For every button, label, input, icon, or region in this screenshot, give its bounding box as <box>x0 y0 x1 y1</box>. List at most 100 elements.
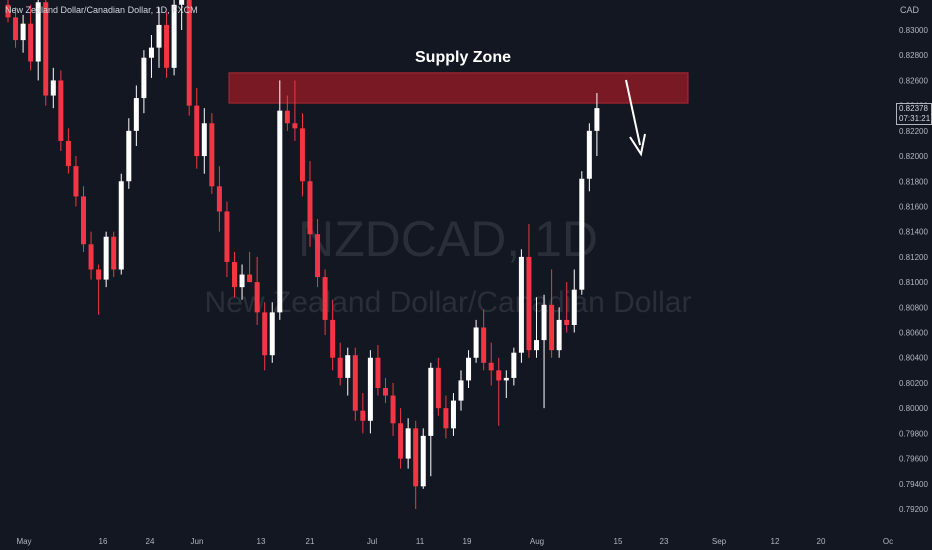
candle-body <box>488 362 494 371</box>
candle-body <box>345 355 351 378</box>
candle-body <box>186 0 192 106</box>
candle-body <box>413 428 419 487</box>
candle-body <box>179 0 185 5</box>
y-tick-label: 0.81200 <box>899 253 928 262</box>
candle-body <box>232 261 237 288</box>
candle-body <box>367 357 373 421</box>
y-tick-label: 0.80000 <box>899 404 928 413</box>
y-tick-label: 0.83000 <box>899 26 928 35</box>
candle-body <box>269 312 275 356</box>
candle-body <box>148 47 154 58</box>
y-tick-label: 0.82800 <box>899 51 928 60</box>
y-tick-label: 0.80400 <box>899 354 928 363</box>
candle-body <box>58 80 64 141</box>
candle-body <box>247 274 253 283</box>
candle-body <box>141 57 147 99</box>
bar-countdown: 07:31:21 <box>899 114 931 123</box>
candle-body <box>405 428 411 459</box>
arrow-head <box>629 133 646 157</box>
y-tick-label: 0.79600 <box>899 455 928 464</box>
candle-body <box>164 24 170 68</box>
candle-body <box>209 123 215 187</box>
candle-body <box>73 166 79 197</box>
candle-body <box>466 357 472 381</box>
x-tick-label: 11 <box>416 537 425 546</box>
candle-body <box>443 408 449 429</box>
candles <box>5 0 600 509</box>
x-tick-label: 24 <box>146 537 155 546</box>
candle-body <box>579 178 585 290</box>
candle-body <box>481 327 487 363</box>
x-tick-label: 13 <box>257 537 266 546</box>
y-tick-label: 0.82600 <box>899 76 928 85</box>
candle-body <box>337 357 343 378</box>
down-arrow <box>625 79 646 157</box>
y-tick-label: 0.80600 <box>899 329 928 338</box>
candle-body <box>239 274 245 288</box>
candle-body <box>277 110 283 313</box>
candle-body <box>50 80 56 96</box>
chart-header: New Zealand Dollar/Canadian Dollar, 1D, … <box>5 5 198 15</box>
candle-body <box>216 186 222 212</box>
x-tick-label: Jun <box>191 537 204 546</box>
y-tick-label: 0.79800 <box>899 429 928 438</box>
x-tick-label: Jul <box>367 537 377 546</box>
candle-body <box>360 410 366 421</box>
candle-body <box>556 319 562 351</box>
y-tick-label: 0.81400 <box>899 228 928 237</box>
candle-body <box>511 352 517 378</box>
x-tick-label: 20 <box>817 537 826 546</box>
candle-body <box>307 181 313 235</box>
supply-zone: Supply Zone <box>228 49 689 104</box>
candle-body <box>262 312 268 356</box>
supply-zone-label: Supply Zone <box>415 49 511 66</box>
x-tick-label: May <box>16 537 31 546</box>
candle-body <box>435 367 441 409</box>
y-tick-label: 0.79400 <box>899 480 928 489</box>
y-tick-label: 0.79200 <box>899 505 928 514</box>
watermark-name: New Zealand Dollar/Canadian Dollar <box>205 286 692 319</box>
candle-body <box>28 23 34 62</box>
y-tick-label: 0.81600 <box>899 202 928 211</box>
x-tick-label: Aug <box>530 537 544 546</box>
candle-body <box>496 370 502 381</box>
candle-body <box>398 423 404 459</box>
x-tick-label: 19 <box>463 537 472 546</box>
candle-body <box>81 196 86 245</box>
candle-body <box>96 269 102 280</box>
x-tick-label: 16 <box>99 537 108 546</box>
y-tick-label: 0.81800 <box>899 177 928 186</box>
x-tick-label: 12 <box>771 537 780 546</box>
candle-body <box>88 244 94 270</box>
candle-body <box>20 23 26 41</box>
candle-body <box>541 304 547 341</box>
watermark: NZDCAD, 1D New Zealand Dollar/Canadian D… <box>205 211 692 319</box>
current-price-tag: 0.82378 07:31:21 <box>896 103 932 125</box>
x-tick-label: 21 <box>306 537 315 546</box>
candle-body <box>156 24 162 48</box>
candle-body <box>352 355 358 411</box>
supply-zone-rect <box>228 72 689 104</box>
candle-body <box>13 17 19 41</box>
x-axis[interactable]: May 16 24 Jun 13 21 Jul 11 19 Aug 15 23 Sep 12 20 Oc <box>16 537 893 546</box>
candle-body <box>224 211 230 262</box>
candle-body <box>126 130 132 182</box>
candle-body <box>330 319 336 358</box>
candle-body <box>5 4 11 18</box>
current-price: 0.82378 <box>899 104 928 113</box>
x-tick-label: Oc <box>883 537 893 546</box>
x-tick-label: 15 <box>614 537 623 546</box>
candle-body <box>201 123 207 157</box>
x-tick-label: Sep <box>712 537 727 546</box>
candle-body <box>133 98 139 131</box>
y-tick-label: 0.80200 <box>899 379 928 388</box>
candle-body <box>375 357 381 388</box>
candle-body <box>194 105 200 157</box>
candle-body <box>43 2 49 96</box>
candle-body <box>503 377 509 381</box>
candle-body <box>473 327 479 358</box>
candle-body <box>534 340 539 351</box>
candle-body <box>254 282 260 313</box>
candle-body <box>315 234 321 278</box>
